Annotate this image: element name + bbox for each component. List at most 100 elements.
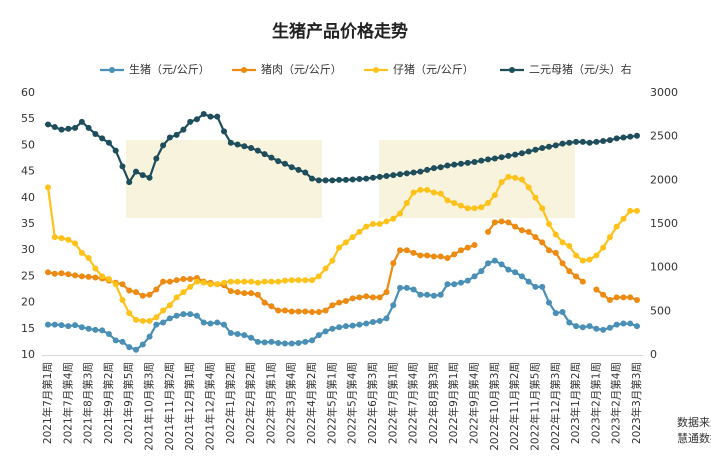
data-point [532, 194, 539, 201]
legend-marker [109, 67, 115, 73]
data-point [478, 157, 485, 164]
data-point [105, 331, 112, 338]
data-point [193, 278, 200, 285]
data-point [58, 270, 65, 277]
data-point [329, 177, 336, 184]
data-point [336, 176, 343, 183]
data-point [403, 247, 410, 254]
data-point [309, 337, 316, 344]
data-point [254, 338, 261, 345]
data-point [512, 174, 519, 181]
data-point [268, 303, 275, 310]
data-point [606, 137, 613, 144]
data-point [261, 278, 268, 285]
data-point [383, 315, 390, 322]
data-point [153, 314, 160, 321]
x-tick-label: 2022年1月第2周 [224, 362, 237, 444]
data-point [573, 138, 580, 145]
data-point [65, 271, 72, 278]
data-point [214, 113, 221, 120]
x-tick-label: 2022年8月第3周 [427, 362, 440, 444]
data-point [390, 302, 397, 309]
data-point [227, 278, 234, 285]
data-point [518, 227, 525, 234]
legend-marker [509, 67, 515, 73]
data-point [336, 324, 343, 331]
data-point [72, 322, 79, 329]
data-point [525, 278, 532, 285]
data-point [254, 279, 261, 286]
data-point [532, 283, 539, 290]
x-tick-label: 2022年11月第2周 [508, 362, 521, 451]
data-point [437, 190, 444, 197]
data-point [92, 326, 99, 333]
y-tick-label: 60 [21, 86, 35, 99]
x-tick-label: 2023年3月第3周 [630, 362, 643, 444]
data-point [417, 252, 424, 259]
data-point [302, 308, 309, 315]
data-point [336, 244, 343, 251]
data-point [65, 236, 72, 243]
data-point [51, 270, 58, 277]
y-tick-label: 40 [21, 191, 35, 204]
data-point [410, 169, 417, 176]
data-point [498, 218, 505, 225]
data-point [613, 135, 620, 142]
data-point [349, 234, 356, 241]
data-point [613, 321, 620, 328]
data-point [51, 321, 58, 328]
data-point [525, 148, 532, 155]
data-point [532, 234, 539, 241]
data-point [417, 186, 424, 193]
data-point [539, 283, 546, 290]
x-tick-label: 2021年10月第3周 [143, 362, 156, 451]
data-point [112, 281, 119, 288]
data-point [248, 145, 255, 152]
data-point [397, 171, 404, 178]
data-point [254, 147, 261, 154]
data-point [166, 278, 173, 285]
data-point [363, 293, 370, 300]
data-point [485, 156, 492, 163]
data-point [234, 289, 241, 296]
data-point [620, 320, 627, 327]
data-point [200, 110, 207, 117]
data-point [417, 168, 424, 175]
data-point [369, 294, 376, 301]
data-point [525, 184, 532, 191]
data-point [349, 322, 356, 329]
data-point [579, 278, 586, 285]
data-point [78, 324, 85, 331]
data-point [559, 260, 566, 267]
data-point [634, 132, 640, 139]
data-point [126, 287, 133, 294]
data-point [579, 138, 586, 145]
data-point [126, 179, 133, 186]
data-point [464, 205, 471, 212]
data-point [309, 309, 316, 316]
data-point [281, 160, 288, 167]
data-point [302, 169, 309, 176]
data-point [437, 253, 444, 260]
data-point [512, 151, 519, 158]
data-point [160, 142, 167, 149]
data-point [539, 239, 546, 246]
data-point [579, 257, 586, 264]
y-tick-label: 35 [21, 217, 35, 230]
y-tick-label: 10 [21, 348, 35, 361]
data-point [322, 177, 329, 184]
data-point [336, 299, 343, 306]
data-point [153, 155, 160, 162]
data-point [444, 197, 451, 204]
data-point [146, 174, 153, 181]
data-point [275, 339, 282, 346]
data-point [464, 159, 471, 166]
data-point [119, 296, 126, 303]
data-point [78, 118, 85, 125]
data-point [525, 228, 532, 235]
data-point [491, 192, 498, 199]
data-point [227, 329, 234, 336]
data-point [457, 202, 464, 209]
data-point [552, 249, 559, 256]
data-point [573, 273, 580, 280]
